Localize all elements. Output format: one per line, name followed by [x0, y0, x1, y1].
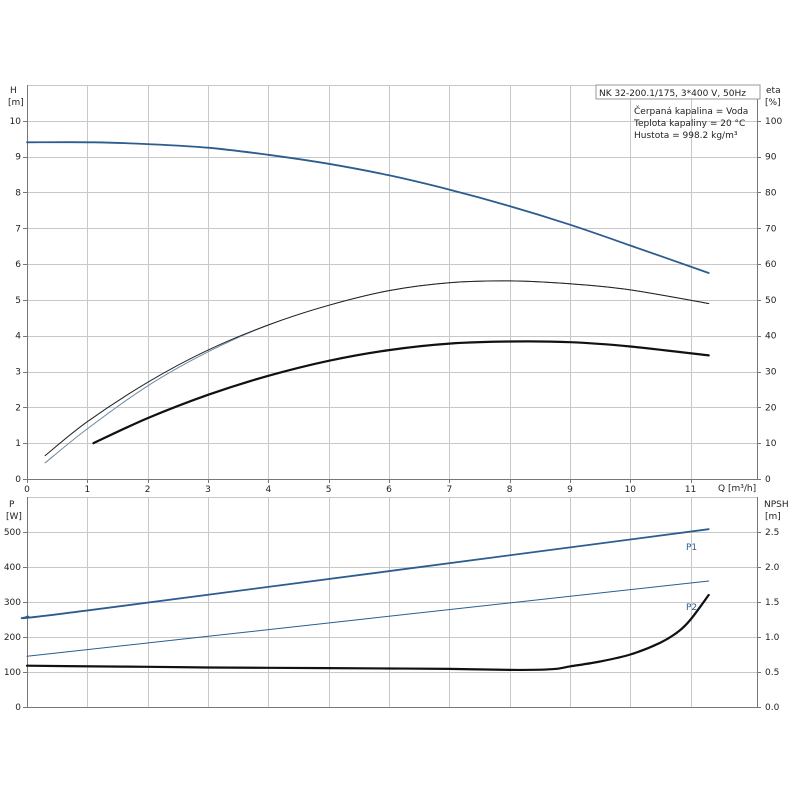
x-tick-label: 6: [386, 485, 392, 495]
top-right-tick-label: 20: [765, 403, 777, 413]
bottom-series-line-0: [20, 528, 710, 620]
top-right-axis-unit: [%]: [765, 98, 781, 108]
top-left-axis-unit: [m]: [8, 98, 24, 108]
top-right-tick-label: 90: [765, 153, 777, 163]
top-right-tick-label: 50: [765, 296, 777, 306]
top-left-tick-label: 3: [15, 368, 21, 378]
bottom-left-tick-label: 0: [15, 703, 21, 713]
x-tick-label: 0: [24, 485, 30, 495]
bottom-right-tick-label: 1.5: [765, 598, 779, 608]
x-tick-label: 7: [446, 485, 452, 495]
top-left-tick-label: 1: [15, 439, 21, 449]
top-left-tick-label: 8: [15, 188, 21, 198]
bottom-right-tick-label: 0.0: [765, 703, 780, 713]
top-series-line-2: [44, 280, 710, 457]
top-left-tick-label: 4: [15, 332, 21, 342]
top-right-tick-label: 100: [765, 117, 782, 127]
bottom-right-tick-label: 1.0: [765, 633, 780, 643]
series-label-p2: P2: [686, 603, 697, 613]
x-tick-label: 1: [84, 485, 90, 495]
series-label-p1: P1: [686, 543, 697, 553]
x-tick-label: 8: [507, 485, 513, 495]
top-left-tick-label: 0: [15, 475, 21, 485]
bottom-series-line-2: [25, 593, 710, 672]
top-right-tick-label: 40: [765, 332, 777, 342]
bottom-left-tick-label: 100: [4, 668, 21, 678]
top-left-tick-label: 10: [10, 117, 22, 127]
x-tick-label: 5: [326, 485, 332, 495]
top-left-tick-label: 9: [15, 153, 21, 163]
bottom-left-tick-label: 200: [4, 633, 21, 643]
chart-info-fluid: Čerpaná kapalina = Voda: [634, 105, 748, 117]
x-tick-label: 10: [625, 485, 637, 495]
top-right-tick-label: 30: [765, 368, 777, 378]
x-axis-title: Q [m³/h]: [718, 484, 756, 494]
bottom-right-axis-unit: [m]: [765, 512, 781, 522]
bottom-right-tick-label: 2.0: [765, 563, 780, 573]
bottom-left-tick-label: 400: [4, 563, 21, 573]
bottom-right-tick-label: 2.5: [765, 528, 779, 538]
x-tick-label: 4: [265, 485, 271, 495]
top-right-axis-title: eta: [766, 86, 781, 96]
bottom-left-axis-unit: [W]: [6, 512, 22, 522]
top-series-line-1: [44, 280, 710, 464]
bottom-right-tick-label: 0.5: [765, 668, 779, 678]
top-right-tick-label: 70: [765, 224, 777, 234]
bottom-left-tick-label: 300: [4, 598, 21, 608]
top-left-tick-label: 6: [15, 260, 21, 270]
top-left-tick-label: 7: [15, 224, 21, 234]
top-right-tick-label: 10: [765, 439, 777, 449]
top-left-tick-label: 2: [15, 403, 21, 413]
x-tick-label: 3: [205, 485, 211, 495]
chart-info-density: Hustota = 998.2 kg/m³: [634, 131, 738, 141]
bottom-left-tick-label: 500: [4, 528, 21, 538]
chart-info-title: NK 32-200.1/175, 3*400 V, 50Hz: [599, 89, 746, 99]
top-series-line-3: [92, 340, 710, 445]
top-right-tick-label: 60: [765, 260, 777, 270]
bottom-series-line-1: [26, 580, 710, 657]
bottom-right-axis-title: NPSH: [764, 500, 789, 510]
chart-info-title-box: [595, 84, 761, 100]
chart-info-temperature: Teplota kapaliny = 20 °C: [633, 119, 745, 129]
top-left-axis-title: H: [10, 86, 17, 96]
top-series-line-0: [26, 141, 710, 274]
bottom-left-axis-title: P: [9, 500, 15, 510]
top-right-tick-label: 80: [765, 188, 777, 198]
x-tick-label: 9: [567, 485, 573, 495]
x-tick-label: 2: [145, 485, 151, 495]
x-tick-label: 11: [685, 485, 696, 495]
top-right-tick-label: 0: [765, 475, 771, 485]
top-left-tick-label: 5: [15, 296, 21, 306]
